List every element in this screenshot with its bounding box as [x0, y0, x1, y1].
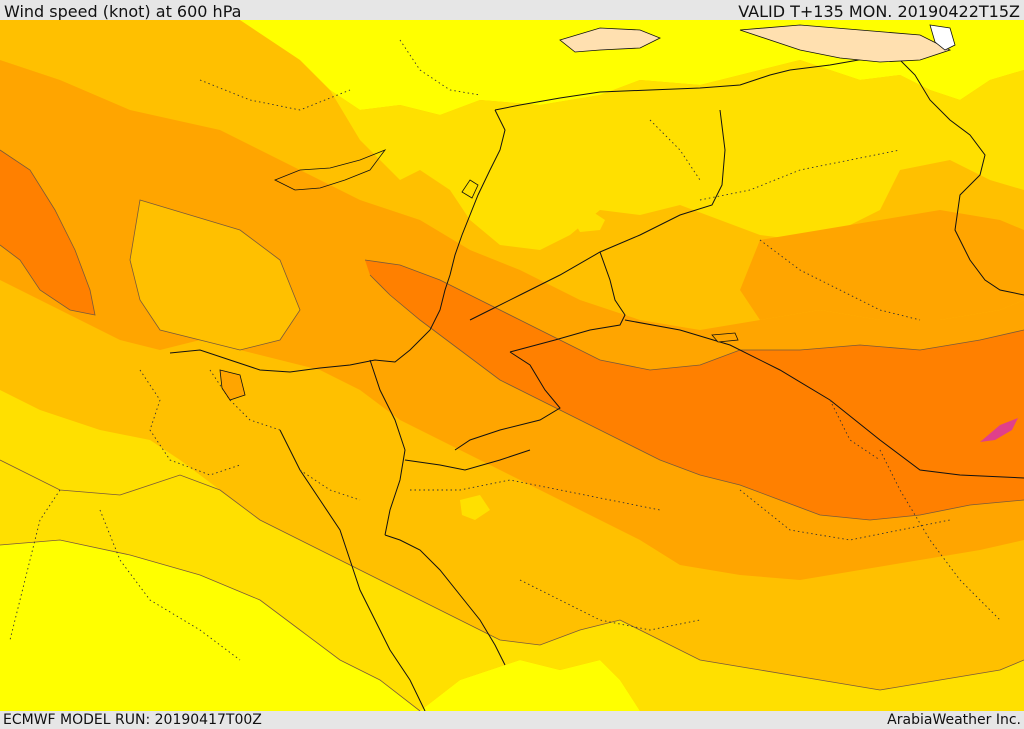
band-yellow-southwest	[0, 460, 1024, 711]
band-pale-yellow-south	[420, 660, 640, 711]
province-boundaries	[9, 39, 1001, 661]
model-run: ECMWF MODEL RUN: 20190417T00Z	[3, 712, 262, 728]
band-yellow-west	[0, 390, 220, 495]
contour-lines	[0, 149, 1024, 711]
pocket-yellow-3	[460, 495, 490, 520]
water-bodies	[219, 24, 956, 401]
streak-magenta	[980, 418, 1018, 442]
pocket-yellow-2	[570, 210, 605, 232]
pocket-yellow-1	[130, 200, 300, 350]
header-bar: Wind speed (knot) at 600 hPa VALID T+135…	[0, 0, 1024, 21]
wind-speed-map	[0, 20, 1024, 711]
map-title: Wind speed (knot) at 600 hPa	[4, 2, 242, 21]
footer-bar: ECMWF MODEL RUN: 20190417T00Z ArabiaWeat…	[0, 711, 1024, 729]
band-pale-yellow-southwest	[0, 540, 420, 711]
band-yellow-north	[330, 60, 1024, 250]
credit: ArabiaWeather Inc.	[887, 712, 1021, 728]
valid-time: VALID T+135 MON. 20190422T15Z	[738, 2, 1020, 21]
band-dark-orange-west	[0, 150, 95, 315]
band-orange-east	[740, 210, 1024, 320]
